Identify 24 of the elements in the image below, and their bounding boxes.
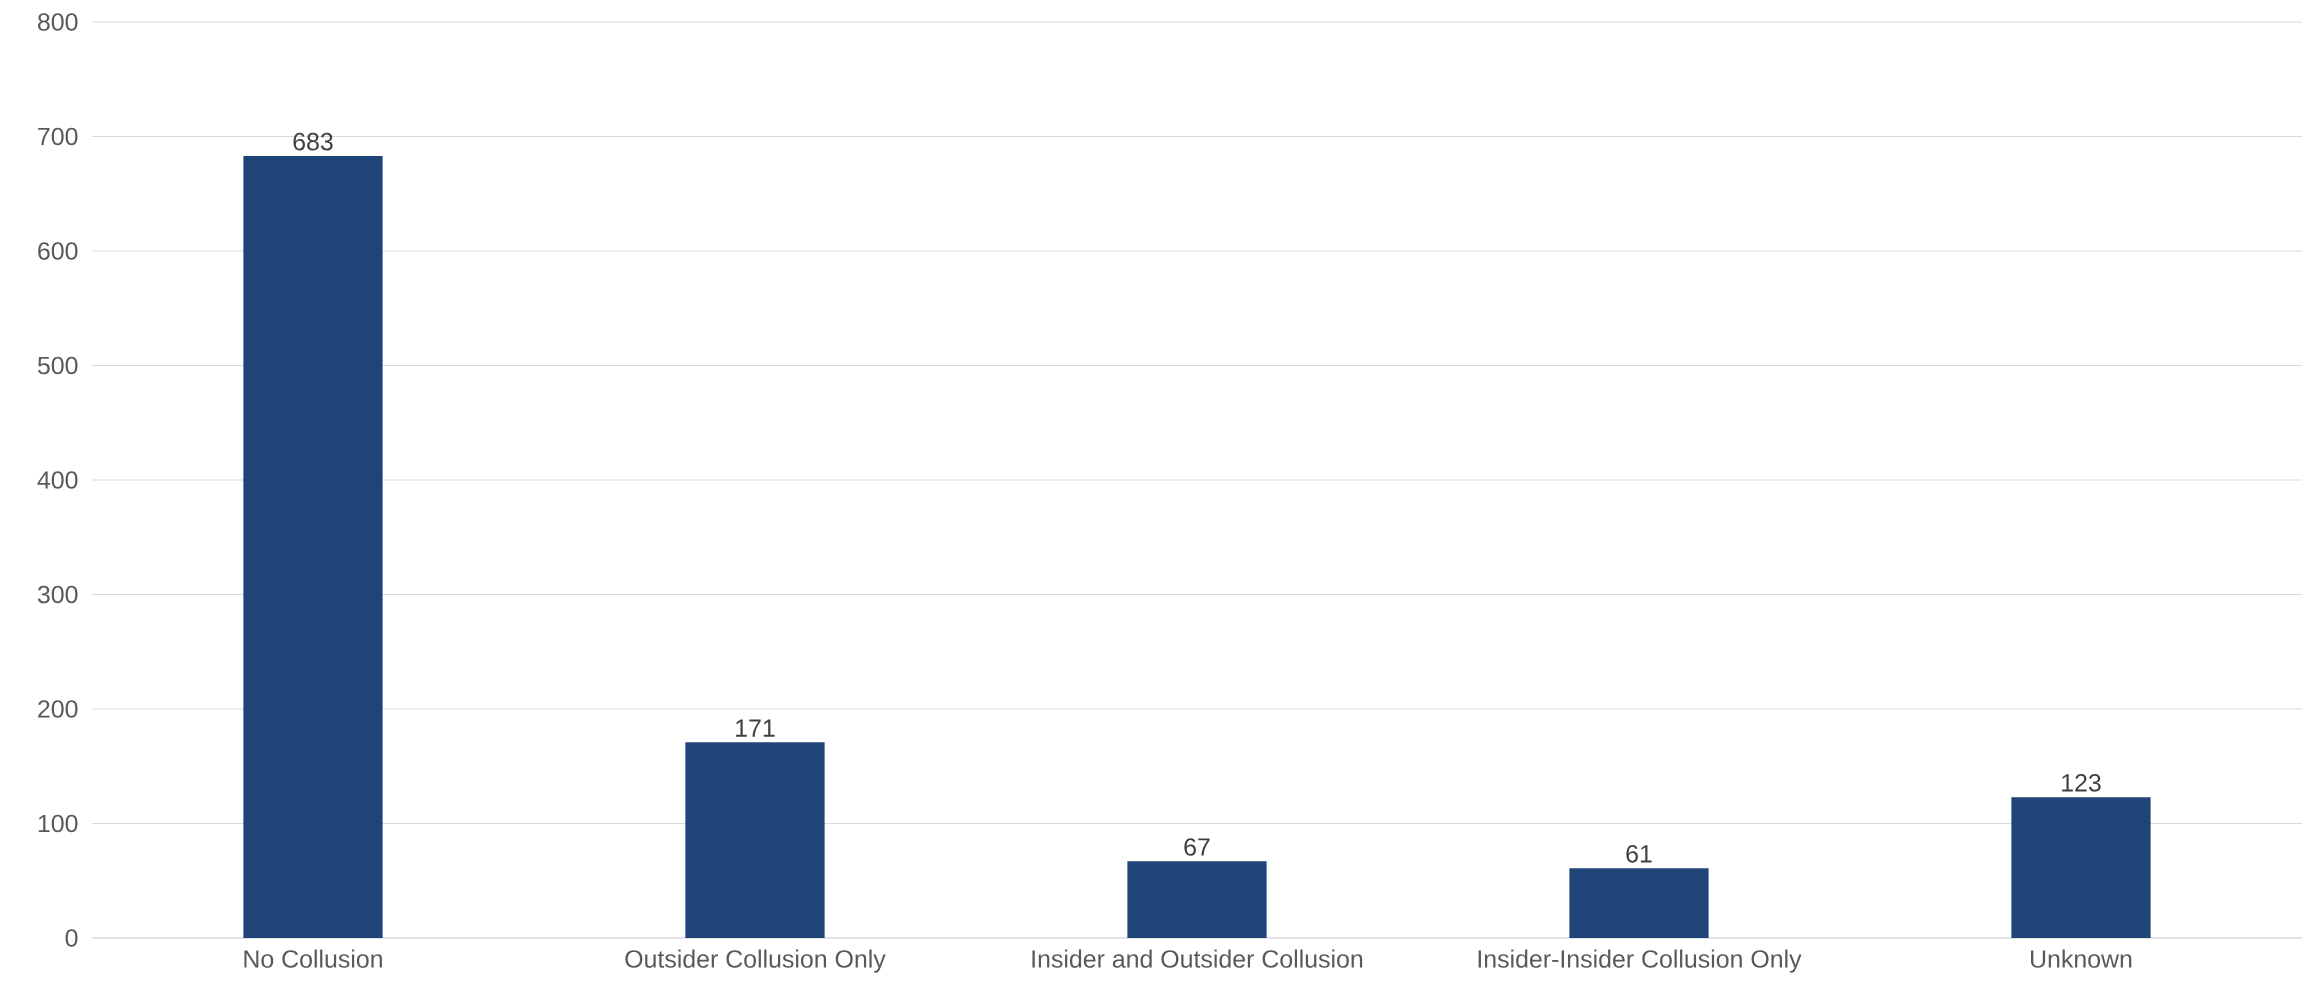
data-label: 171 [736,719,775,737]
y-tick-label: 100 [38,814,78,833]
y-tick-label: 300 [37,585,78,604]
y-tick-label: 200 [38,700,78,718]
y-tick-label: 700 [38,127,78,146]
x-tick-label: Outsider Collusion Only [625,949,886,973]
x-tick-label: Unknown [2030,949,2132,968]
data-label: 67 [1184,838,1210,856]
y-tick-label: 600 [38,242,78,260]
bar [243,155,383,938]
data-label: 123 [2062,774,2101,792]
y-tick-label: 800 [38,13,78,31]
bar [1127,861,1267,938]
data-label: 61 [1626,845,1652,863]
y-tick-label: 400 [37,471,78,489]
data-label: 683 [293,132,333,151]
x-tick-label: No Collusion [244,949,382,968]
bar [2011,797,2151,938]
x-tick-label: Insider and Outsider Collusion [1032,949,1363,968]
y-tick-label: 500 [37,356,78,375]
x-tick-label: Insider-Insider Collusion Only [1478,949,1802,973]
y-tick-label: 0 [65,929,78,947]
bar [1569,868,1709,938]
bar [685,742,825,938]
